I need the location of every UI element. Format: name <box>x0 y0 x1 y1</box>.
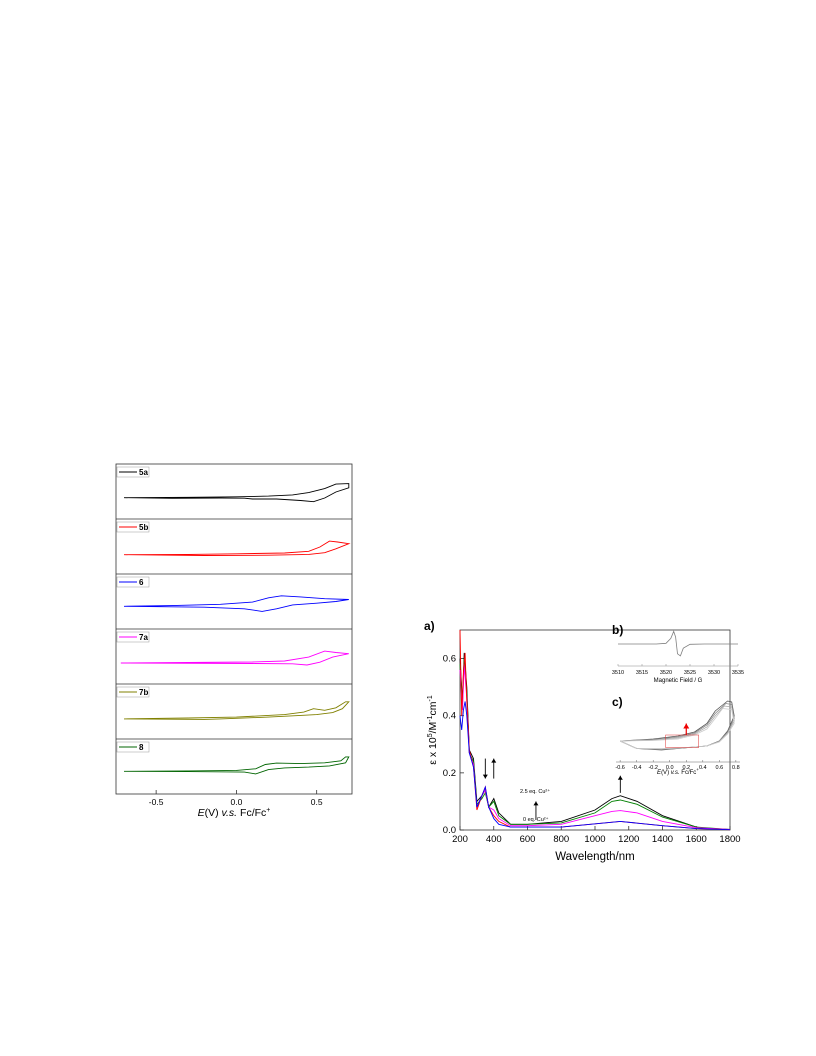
uv-xtick-label: 1000 <box>584 834 605 845</box>
cv-legend-label: 5a <box>139 468 148 477</box>
uv-vis-chart: a) 0.0 0.2 0.4 0.6 200 400 600 800 1000 1200 1400… <box>424 619 744 863</box>
cv-legend-label: 6 <box>139 578 144 587</box>
arrow-head-icon <box>533 801 539 806</box>
cv-xtick-label: -0.5 <box>149 797 164 807</box>
cv-inset-xlabel: E(V) v.s. Fc/Fc+ <box>657 767 699 776</box>
uv-xtick-label: 1400 <box>652 834 673 845</box>
cv-inset-highlight-box <box>665 734 699 748</box>
uv-series-line <box>459 629 731 831</box>
panel-a-label: a) <box>424 619 435 633</box>
cv-inset-xtick-label: 0.4 <box>699 765 707 771</box>
uv-series-line <box>459 664 731 830</box>
cv-inset-xtick-label: 0.2 <box>682 765 690 771</box>
uv-xtick-label: 600 <box>520 834 536 845</box>
cv-trace-7a <box>120 650 349 666</box>
epr-xtick-label: 3510 <box>612 670 624 676</box>
uv-series-line <box>459 701 731 831</box>
cv-inset-trace <box>619 703 735 750</box>
cv-inset: -0.6 -0.4 -0.2 0.0 0.2 0.4 0.6 0.8 <box>615 700 740 771</box>
cv-trace-5b <box>123 540 351 556</box>
panel-b-label: b) <box>612 623 623 637</box>
uv-xtick-label: 200 <box>452 834 468 845</box>
epr-xtick-label: 3530 <box>708 670 720 676</box>
cv-inset-xtick-label: 0.6 <box>716 765 724 771</box>
arrow-head-icon <box>491 758 497 763</box>
uv-ylabel: ε x 105/M-1cm-1 <box>427 695 439 765</box>
cv-legend-label: 8 <box>139 743 144 752</box>
uv-plot-frame <box>459 629 731 831</box>
epr-inset: 3510 3515 3520 3525 3530 3535 <box>612 630 744 676</box>
uv-ytick-label: 0.2 <box>443 768 456 779</box>
epr-line <box>618 630 738 657</box>
epr-xlabel: Magnetic Field / G <box>654 678 703 684</box>
uv-xtick-label: 1600 <box>686 834 707 845</box>
cv-legend-label: 7b <box>139 688 148 697</box>
epr-xtick-label: 3535 <box>732 670 744 676</box>
cv-xtick-label: 0.0 <box>230 797 242 807</box>
cv-xlabel: E(V) v.s. Fc/Fc+ <box>198 807 271 819</box>
cv-inset-xtick-label: 0.0 <box>666 765 674 771</box>
epr-xtick-label: 3525 <box>684 670 696 676</box>
panel-c-label: c) <box>612 695 623 709</box>
uv-ytick-label: 0.0 <box>443 825 456 836</box>
annotation-0-eq: 0 eq. Cu²⁺ <box>523 816 549 823</box>
cv-trace-8 <box>123 756 350 775</box>
cv-inset-xtick-label: -0.4 <box>632 765 641 771</box>
cv-legend-label: 7a <box>139 633 148 642</box>
uv-ytick-label: 0.6 <box>443 654 456 665</box>
uv-series-line <box>459 658 731 830</box>
cv-xtick-label: 0.5 <box>311 797 323 807</box>
cv-inset-xtick-label: 0.8 <box>732 765 740 771</box>
epr-xtick-label: 3515 <box>636 670 648 676</box>
cv-inset-xtick-label: -0.6 <box>615 765 624 771</box>
arrow-head-icon <box>617 775 623 780</box>
uv-xtick-label: 400 <box>486 834 502 845</box>
uv-ytick-label: 0.4 <box>443 711 456 722</box>
red-arrow-head-icon <box>683 723 690 729</box>
cv-stack-chart: 5a 5b 6 7a 7b 8 -0.5 0.0 0.5 E(V) v.s. Fc/Fc+ <box>115 463 353 819</box>
uv-xtick-label: 1200 <box>618 834 639 845</box>
cv-trace-5a <box>123 483 350 503</box>
cv-trace-6 <box>123 595 349 612</box>
cv-inset-trace <box>619 708 735 749</box>
uv-xlabel: Wavelength/nm <box>555 851 634 863</box>
cv-legend-label: 5b <box>139 523 148 532</box>
uv-xtick-label: 800 <box>553 834 569 845</box>
annotation-2-5-eq: 2.5 eq. Cu²⁺ <box>520 788 550 795</box>
cv-trace-7b <box>123 701 350 720</box>
arrow-head-icon <box>482 774 488 779</box>
cv-inset-xtick-label: -0.2 <box>648 765 657 771</box>
uv-xtick-label: 1800 <box>719 834 740 845</box>
epr-xtick-label: 3520 <box>660 670 672 676</box>
